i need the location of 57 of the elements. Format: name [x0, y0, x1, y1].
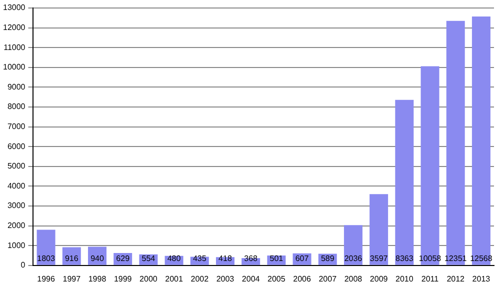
x-tick-label: 2010 — [396, 274, 414, 284]
data-label: 916 — [64, 254, 79, 264]
x-tick-label: 2007 — [318, 274, 338, 284]
x-tick-label: 1996 — [37, 274, 56, 284]
data-label: 12351 — [444, 254, 468, 264]
x-tick-label: 2009 — [370, 274, 388, 284]
x-tick-label: 2002 — [190, 274, 210, 284]
data-label: 3597 — [370, 254, 388, 264]
bar — [370, 194, 388, 265]
y-tick-label: 2000 — [7, 221, 26, 230]
x-tick-label: 2004 — [242, 274, 260, 284]
y-tick-label: 12000 — [2, 23, 26, 32]
x-tick-label: 1997 — [62, 274, 82, 284]
data-label: 629 — [116, 254, 130, 264]
bar — [36, 230, 56, 265]
bar — [472, 16, 490, 265]
x-tick-label: 2006 — [293, 274, 312, 284]
y-tick-label: 6000 — [7, 142, 26, 151]
data-label: 501 — [270, 254, 284, 264]
x-tick-label: 1999 — [114, 274, 132, 284]
data-label: 8363 — [396, 254, 414, 264]
data-label: 940 — [90, 254, 104, 264]
y-tick-label: 0 — [20, 260, 26, 270]
y-tick-label: 3000 — [7, 201, 26, 210]
y-tick-label: 7000 — [7, 122, 26, 132]
y-tick-label: 4000 — [7, 181, 26, 190]
bar — [446, 20, 465, 265]
y-tick-label: 11000 — [4, 42, 26, 52]
data-label: 435 — [192, 254, 207, 264]
data-label: 10058 — [418, 254, 442, 264]
x-tick-label: 2000 — [140, 274, 158, 284]
y-tick-label: 10000 — [2, 62, 26, 72]
bar — [420, 66, 440, 265]
data-label: 368 — [244, 254, 258, 264]
data-label: 554 — [142, 254, 156, 264]
x-tick-label: 2011 — [421, 274, 440, 284]
x-tick-label: 2012 — [446, 274, 466, 284]
y-tick-label: 8000 — [7, 102, 26, 112]
bar — [395, 100, 414, 265]
y-tick-label: 9000 — [7, 82, 26, 92]
bar — [344, 225, 362, 265]
y-tick-label: 13000 — [2, 3, 26, 12]
x-tick-label: 2003 — [216, 274, 235, 284]
y-tick-label: 5000 — [7, 162, 26, 171]
data-label: 2036 — [344, 254, 363, 264]
data-label: 12568 — [470, 254, 493, 264]
y-tick-label: 1000 — [7, 240, 26, 250]
data-label: 480 — [167, 254, 182, 264]
x-tick-label: 1998 — [88, 274, 107, 284]
x-tick-label: 2001 — [165, 274, 184, 284]
data-label: 418 — [218, 254, 232, 264]
data-label: 589 — [320, 254, 335, 264]
data-label: 1803 — [37, 254, 56, 264]
data-label: 607 — [295, 254, 310, 264]
x-tick-label: 2008 — [344, 274, 363, 284]
x-tick-label: 2013 — [472, 274, 491, 284]
x-tick-label: 2005 — [268, 274, 286, 284]
